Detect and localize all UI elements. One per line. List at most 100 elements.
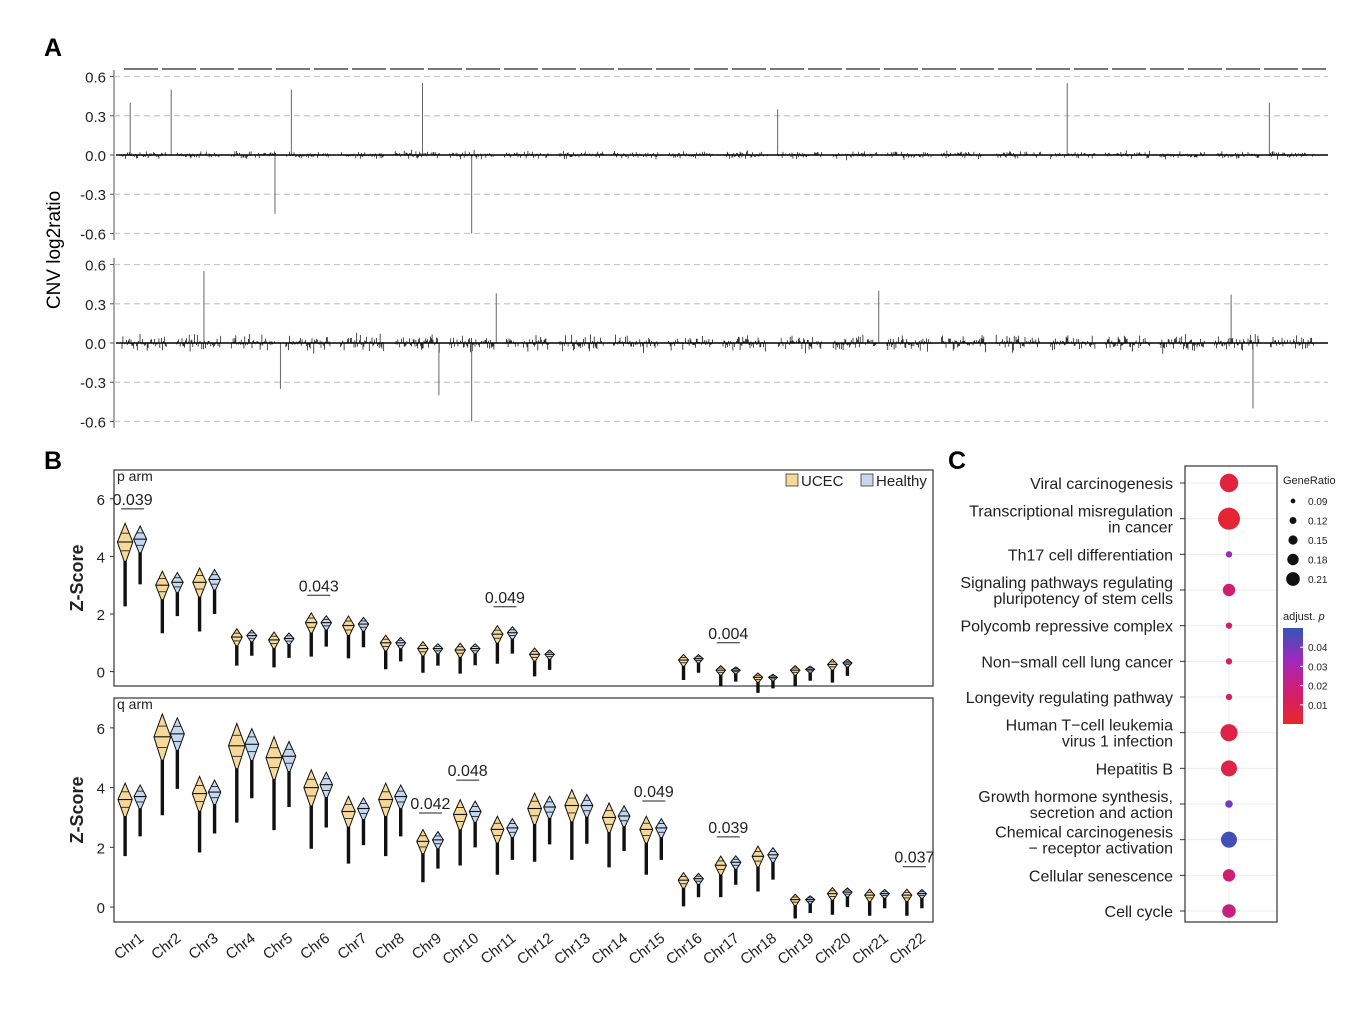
violin xyxy=(677,653,690,680)
enrichment-dot xyxy=(1221,760,1237,777)
pathway-label: Polycomb repressive complex xyxy=(960,619,1173,636)
y-tick-label: 0.0 xyxy=(85,336,106,353)
panel-letter-a: A xyxy=(44,34,62,62)
enrichment-dot xyxy=(1222,583,1236,597)
adjust-p-legend: adjust. p 0.04 0.03 0.02 0.01 xyxy=(1283,611,1328,724)
pathway-label: Cellular senescence xyxy=(1029,868,1173,885)
pvalue-label: 0.043 xyxy=(299,578,339,595)
violin xyxy=(527,791,543,862)
size-legend-dot xyxy=(1290,498,1296,504)
size-legend-dot xyxy=(1286,572,1300,586)
pathway-label-line: Viral carcinogenesis xyxy=(1030,476,1173,493)
pathway-label-line: Growth hormone synthesis, xyxy=(978,789,1173,806)
violin xyxy=(169,716,185,789)
violin xyxy=(564,788,580,860)
chromosome-label: Chr11 xyxy=(478,930,520,968)
legend-swatch xyxy=(785,473,799,487)
chromosome-label: Chr8 xyxy=(372,930,408,963)
q-arm-subplot: q arm 0 2 4 6 Z-Score 0.042 0.048 0.049 0.039 0.03… xyxy=(67,696,935,923)
chromosome-label: Chr21 xyxy=(849,930,892,969)
pvalue-label: 0.042 xyxy=(410,796,450,813)
violin xyxy=(267,631,281,668)
colorbar-label: 0.04 xyxy=(1308,643,1328,654)
violin xyxy=(506,817,519,860)
violin xyxy=(133,524,148,585)
violin xyxy=(431,830,444,869)
pathway-label-line: in cancer xyxy=(1108,520,1174,537)
violin xyxy=(715,664,727,687)
violin xyxy=(826,886,839,915)
violin xyxy=(469,643,481,666)
y-tick-label: 6 xyxy=(97,492,105,509)
violin xyxy=(191,775,208,853)
pathway-label-line: Cell cycle xyxy=(1105,904,1174,921)
panel-letter-b: B xyxy=(44,447,62,475)
violin xyxy=(730,855,742,885)
cnv-track-bottom: 0.6 0.3 0.0 -0.3 -0.6 xyxy=(80,258,1328,431)
violin xyxy=(543,795,557,845)
chromosome-label: Chr3 xyxy=(185,930,221,963)
pvalue-label: 0.037 xyxy=(894,850,934,867)
pvalue-label: 0.039 xyxy=(708,820,748,837)
violin xyxy=(730,666,742,682)
violin xyxy=(208,568,222,615)
violin xyxy=(842,887,853,908)
pathway-label-line: pluripotency of stem cells xyxy=(993,591,1173,608)
size-legend-label: 0.12 xyxy=(1308,517,1328,528)
violin xyxy=(153,712,172,816)
chromosome-label: Chr22 xyxy=(886,930,929,969)
chromosome-label: Chr19 xyxy=(775,930,818,969)
violin xyxy=(379,634,392,670)
violin xyxy=(544,649,556,670)
violin xyxy=(490,815,505,875)
zscore-panel: p arm 0 2 4 6 Z-Score 0.039 0.043 0.049 0.004 q a… xyxy=(67,468,935,968)
chromosome-label: Chr14 xyxy=(588,930,631,969)
violin xyxy=(432,642,444,666)
y-tick-label: 4 xyxy=(97,549,105,566)
subplot-frame xyxy=(113,469,934,687)
dotplot-frame xyxy=(1184,465,1278,923)
chromosome-label: Chr7 xyxy=(334,930,370,963)
enrichment-dot xyxy=(1220,724,1238,742)
pvalue-label: 0.004 xyxy=(708,626,748,643)
legend-label: Healthy xyxy=(876,473,927,490)
chromosome-label: Chr12 xyxy=(514,930,557,969)
legend-swatch xyxy=(860,473,874,487)
chromosome-label: Chr15 xyxy=(626,930,669,969)
chromosome-label: Chr20 xyxy=(812,930,855,969)
p-colorbar xyxy=(1283,628,1303,724)
violin xyxy=(601,801,617,868)
violin xyxy=(304,611,318,657)
violin xyxy=(454,642,467,674)
colorbar-label: 0.03 xyxy=(1308,662,1328,673)
violin xyxy=(491,624,504,664)
violin xyxy=(452,798,468,866)
violin xyxy=(378,781,394,857)
violin xyxy=(842,658,853,676)
pathway-label: Signaling pathways regulatingpluripotenc… xyxy=(960,575,1173,608)
pathway-label-line: Signaling pathways regulating xyxy=(960,575,1173,592)
pathway-label-line: secretion and action xyxy=(1030,805,1173,822)
y-tick-label: 0 xyxy=(97,900,105,917)
violin xyxy=(417,640,429,673)
chromosome-label: Chr16 xyxy=(663,930,706,969)
pathway-label-line: Transcriptional misregulation xyxy=(969,504,1173,521)
pathway-label: Non−small cell lung cancer xyxy=(981,654,1173,671)
violin xyxy=(751,845,765,892)
violin xyxy=(714,855,727,898)
enrichment-dot xyxy=(1221,831,1237,848)
arm-label: q arm xyxy=(117,696,153,712)
enrichment-dot xyxy=(1225,622,1233,629)
enrichment-dot xyxy=(1225,551,1233,558)
violin xyxy=(227,721,246,823)
legend-title: GeneRatio xyxy=(1283,475,1336,487)
chromosome-label: Chr18 xyxy=(737,930,780,969)
cnv-panel: CNV log2ratio 0.60.30.0-0.3-0.6 0.60.30.… xyxy=(44,68,1328,431)
violin xyxy=(879,888,891,909)
violin xyxy=(789,664,801,687)
violin xyxy=(767,846,779,880)
pathway-label-line: Non−small cell lung cancer xyxy=(981,654,1173,671)
violin xyxy=(207,779,222,834)
violin xyxy=(281,740,297,808)
violin xyxy=(804,895,816,913)
